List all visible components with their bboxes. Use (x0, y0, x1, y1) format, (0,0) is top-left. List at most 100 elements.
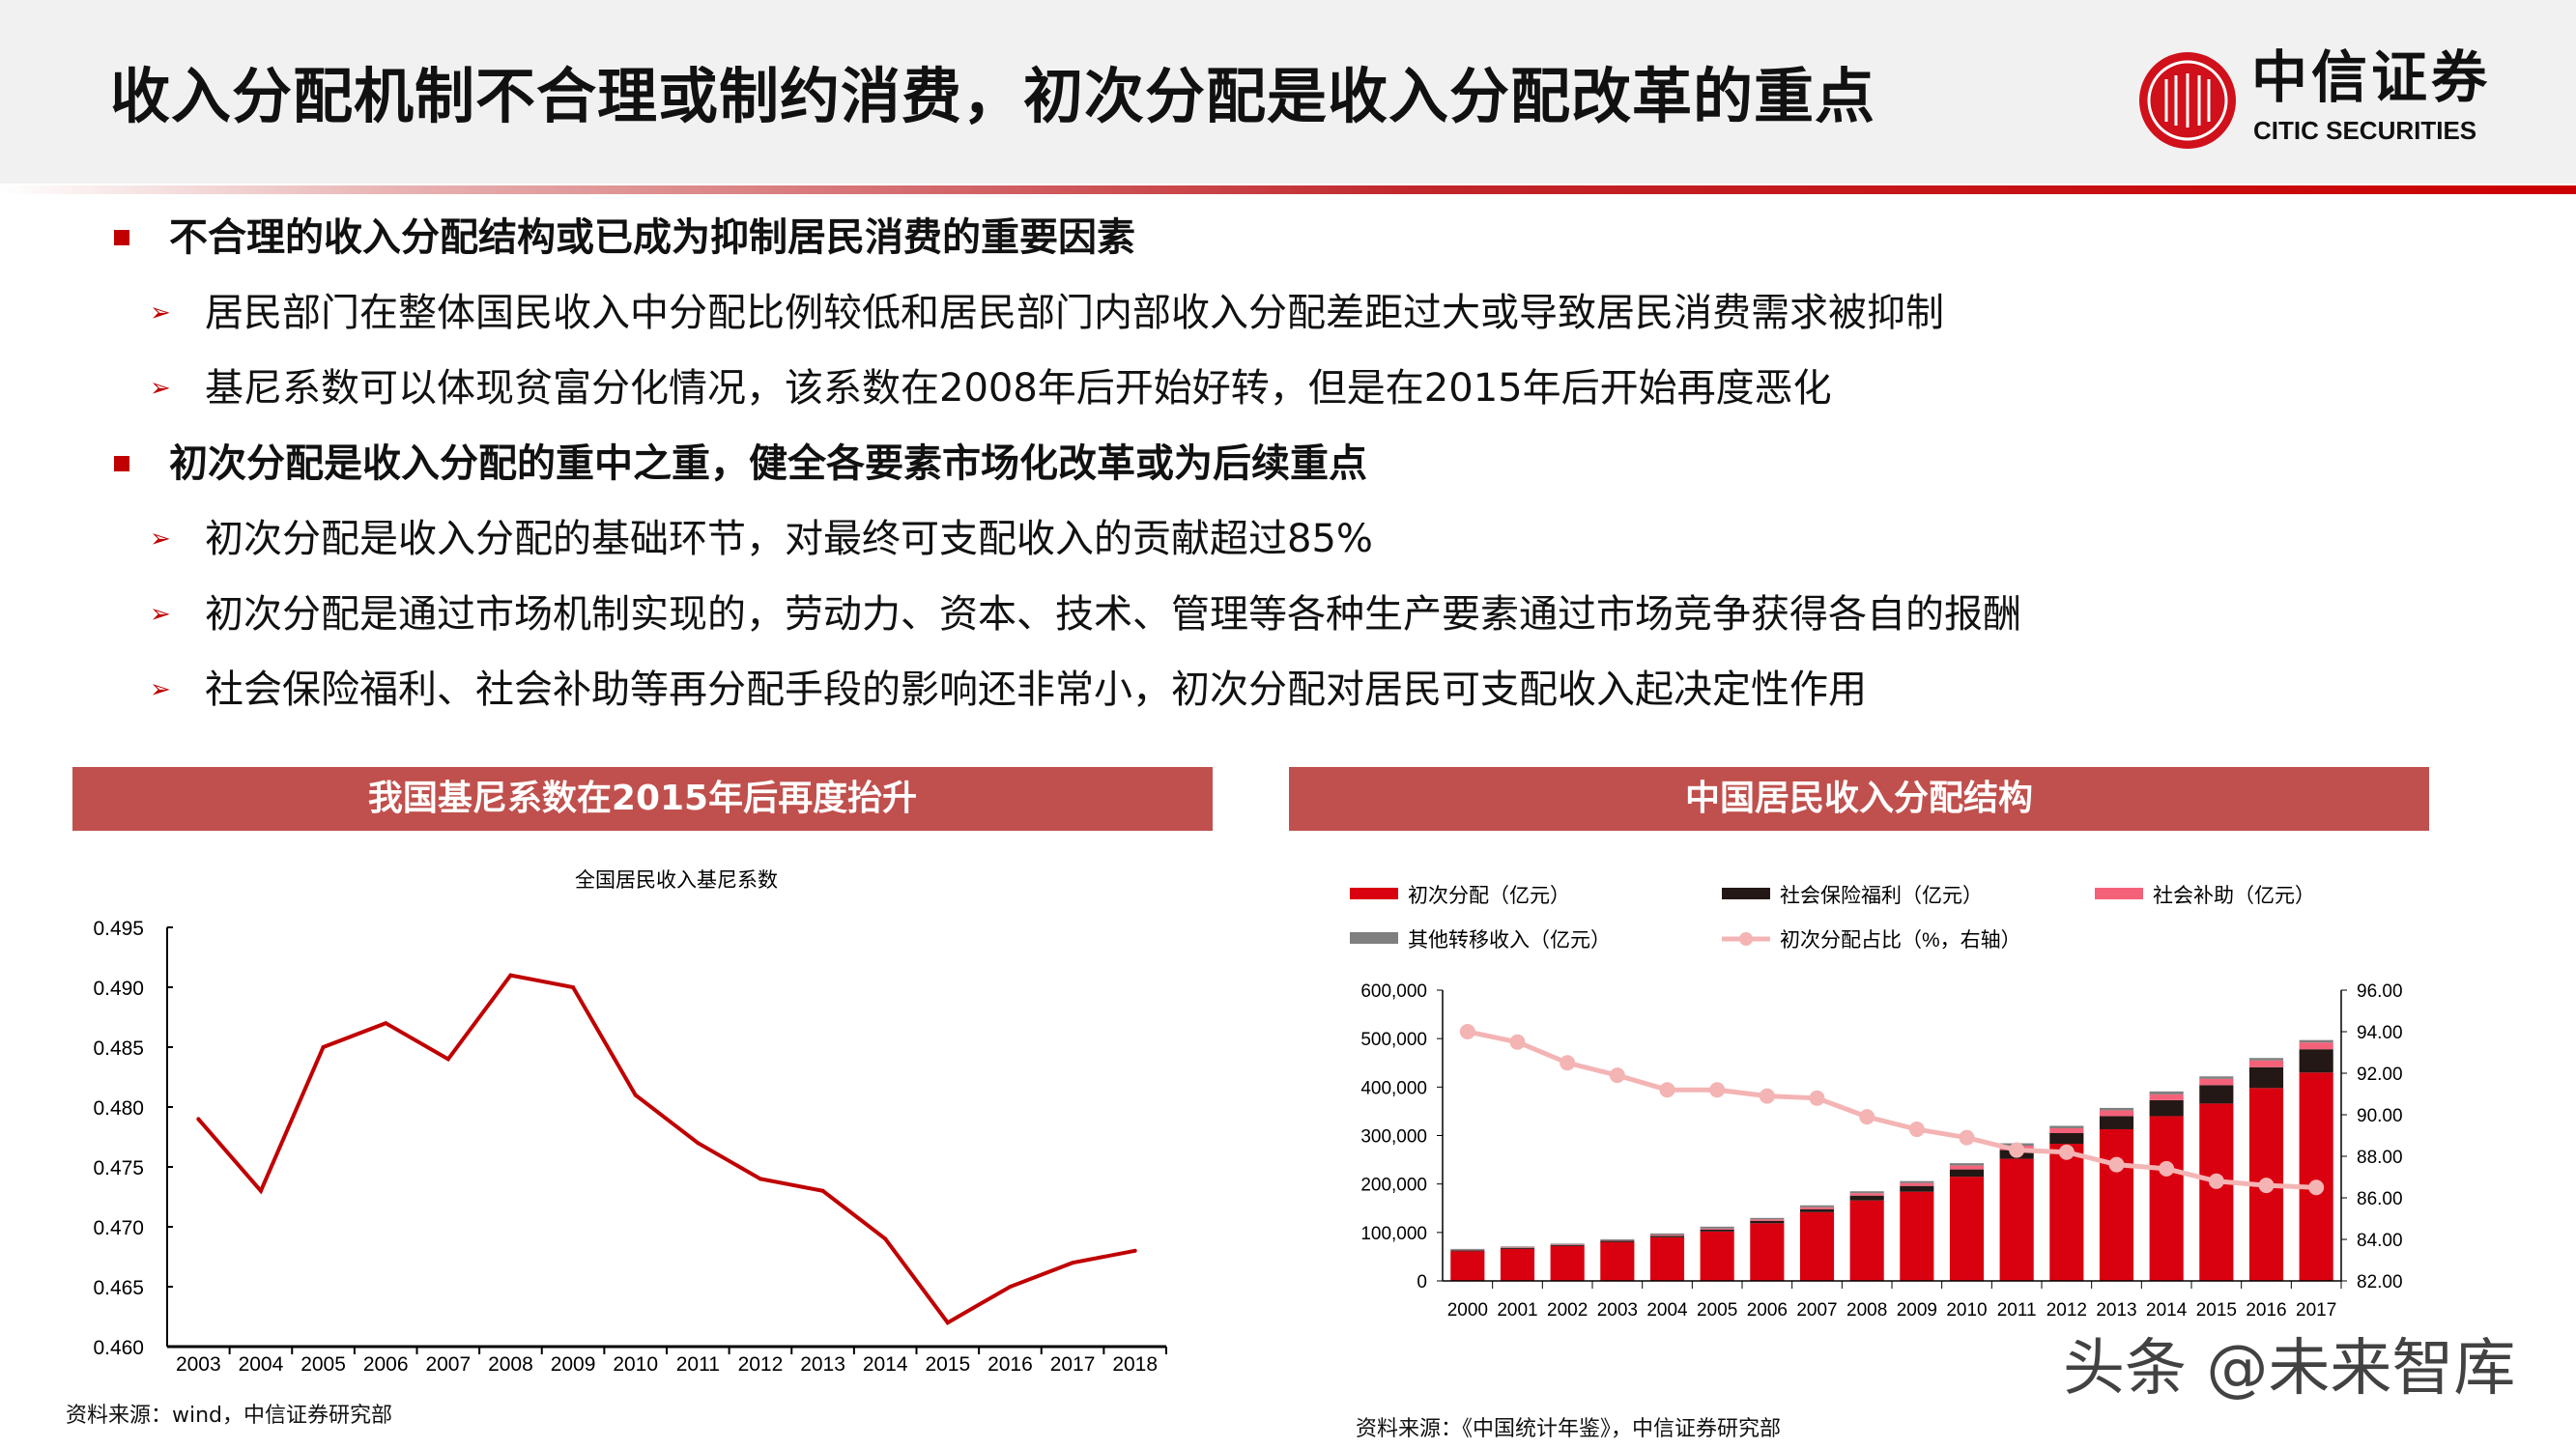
bar-segment (1500, 1247, 1535, 1249)
bar-segment (2149, 1099, 2184, 1117)
bar-segment (1999, 1158, 2034, 1281)
arrow-bullet-icon: ➢ (150, 374, 171, 403)
gini-point (758, 1177, 762, 1181)
share-line (1467, 1029, 2317, 1190)
y-tick-label: 500,000 (1360, 1030, 1427, 1050)
gini-point (321, 1045, 326, 1049)
x-tick-label: 2004 (239, 1353, 284, 1376)
bar-segment (2299, 1072, 2333, 1281)
x-tick-label: 2013 (2096, 1300, 2136, 1321)
x-tick-label: 2015 (925, 1353, 970, 1376)
sub-bullet: ➢ 社会保险福利、社会补助等再分配手段的影响还非常小，初次分配对居民可支配收入起决… (150, 665, 1867, 715)
bar-segment (1849, 1193, 1884, 1196)
x-tick-label: 2003 (1597, 1300, 1638, 1321)
bar-segment (2299, 1039, 2333, 1043)
x-tick-label: 2005 (301, 1353, 346, 1376)
sub-bullet-text: 初次分配是通过市场机制实现的，劳动力、资本、技术、管理等各种生产要素通过市场竞争… (205, 592, 2021, 637)
y2-tick-label: 86.00 (2357, 1189, 2403, 1209)
bar-segment (1649, 1233, 1685, 1236)
bar-segment (2099, 1128, 2134, 1281)
gini-line (196, 973, 1136, 1325)
bar-segment (1849, 1200, 1884, 1281)
x-tick-label: 2009 (551, 1353, 596, 1376)
watermark: 头条 @未来智库 (2063, 1333, 2516, 1405)
bar-segment (1649, 1236, 1685, 1237)
arrow-bullet-icon: ➢ (150, 600, 171, 629)
legend-swatch (1350, 888, 1398, 899)
y-tick-label: 0.465 (93, 1277, 144, 1299)
arrow-bullet-icon: ➢ (150, 298, 171, 327)
y2-tick-label: 84.00 (2357, 1231, 2403, 1251)
y-tick-label: 0.470 (93, 1217, 144, 1239)
share-point (1759, 1088, 1775, 1104)
chart-title: 全国居民收入基尼系数 (575, 869, 778, 892)
gini-point (508, 973, 513, 978)
y-tick-label: 300,000 (1360, 1127, 1427, 1148)
share-point (2308, 1179, 2325, 1196)
bar-segment (1649, 1236, 1685, 1281)
bar-segment (1600, 1240, 1635, 1242)
x-tick-label: 2017 (2296, 1300, 2336, 1321)
gini-point (696, 1141, 701, 1146)
gini-point (1132, 1248, 1137, 1253)
sub-bullet: ➢ 初次分配是收入分配的基础环节，对最终可支配收入的贡献超过85% (150, 514, 1373, 564)
gini-point (1008, 1285, 1013, 1289)
bar-segment (2248, 1058, 2284, 1061)
bar-segment (1450, 1251, 1485, 1281)
x-tick-label: 2001 (1497, 1300, 1537, 1321)
gini-point (571, 985, 576, 989)
legend-label: 初次分配占比（%，右轴） (1780, 929, 2021, 952)
x-tick-label: 2007 (1796, 1300, 1837, 1321)
bar-segment (2049, 1127, 2084, 1133)
right-source: 资料来源：《中国统计年鉴》，中信证券研究部 (1356, 1417, 1782, 1441)
bar-segment (2049, 1132, 2084, 1145)
share-point (1560, 1055, 1576, 1071)
x-tick-label: 2016 (2246, 1300, 2286, 1321)
x-tick-label: 2008 (1846, 1300, 1887, 1321)
share-point (2058, 1144, 2075, 1160)
bar-segment (2248, 1060, 2284, 1067)
sub-bullet: ➢ 居民部门在整体国民收入中分配比例较低和居民部门内部收入分配差距过大或导致居民消… (150, 288, 1944, 338)
bullet-2: 初次分配是收入分配的重中之重，健全各要素市场化改革或为后续重点 (114, 439, 1367, 489)
gini-point (258, 1188, 263, 1193)
x-tick-label: 2006 (1747, 1300, 1788, 1321)
x-tick-label: 2004 (1646, 1300, 1688, 1321)
share-point (1709, 1082, 1726, 1098)
y-tick-label: 0.495 (93, 918, 144, 940)
x-tick-label: 2015 (2196, 1300, 2237, 1321)
sub-bullet-text: 基尼系数可以体现贫富分化情况，该系数在2008年后开始好转，但是在2015年后开… (205, 366, 1832, 411)
share-point (2009, 1142, 2025, 1158)
bar-segment (1600, 1238, 1635, 1240)
bar-segment (2149, 1094, 2184, 1100)
y2-tick-label: 90.00 (2357, 1106, 2403, 1126)
bar-segment (2049, 1125, 2084, 1128)
x-tick-label: 2006 (363, 1353, 409, 1376)
bar-segment (2199, 1103, 2234, 1281)
x-tick-label: 2017 (1050, 1353, 1096, 1376)
logo-text-en: CITIC SECURITIES (2253, 116, 2477, 145)
bar-segment (1700, 1229, 1734, 1232)
bar-segment (1700, 1228, 1734, 1230)
bar-segment (1500, 1246, 1535, 1248)
bar-segment (2149, 1091, 2184, 1094)
x-tick-label: 2016 (987, 1353, 1033, 1376)
x-tick-label: 2013 (800, 1353, 845, 1376)
bar-segment (1750, 1219, 1785, 1221)
bar-segment (2099, 1110, 2134, 1117)
bar-segment (1799, 1208, 1835, 1212)
x-tick-label: 2010 (1946, 1300, 1987, 1321)
y-tick-label: 100,000 (1360, 1224, 1427, 1244)
left-panel-header: 我国基尼系数在2015年后再度抬升 (72, 767, 1213, 831)
gini-point (384, 1021, 388, 1026)
share-point (1509, 1034, 1526, 1050)
x-tick-label: 2018 (1112, 1353, 1158, 1376)
bar-segment (1799, 1211, 1835, 1281)
bar-segment (1900, 1185, 1934, 1192)
bar-segment (2199, 1076, 2234, 1079)
gini-point (820, 1188, 825, 1193)
bullet-1: 不合理的收入分配结构或已成为抑制居民消费的重要因素 (114, 213, 1135, 263)
bar-segment (1450, 1249, 1485, 1251)
y2-tick-label: 96.00 (2357, 981, 2403, 1002)
y-tick-label: 0.460 (93, 1337, 144, 1359)
x-tick-label: 2009 (1897, 1300, 1937, 1321)
